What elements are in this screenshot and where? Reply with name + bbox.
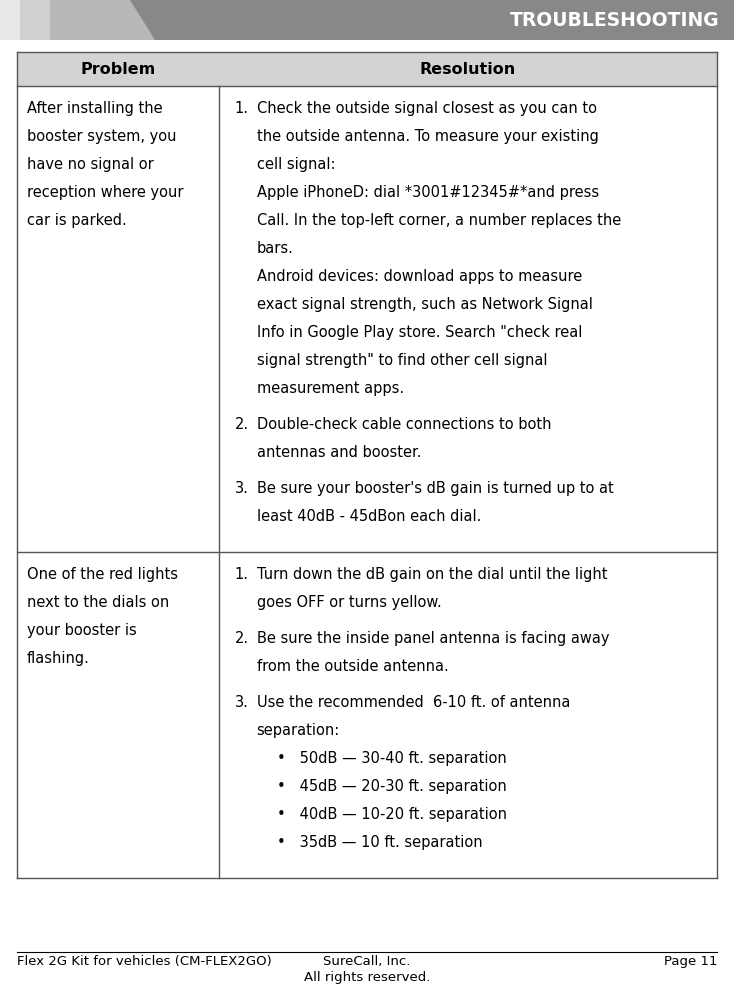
Text: cell signal:: cell signal:	[257, 157, 335, 172]
Polygon shape	[50, 0, 155, 40]
Text: •   40dB — 10-20 ft. separation: • 40dB — 10-20 ft. separation	[277, 807, 506, 822]
Text: goes OFF or turns yellow.: goes OFF or turns yellow.	[257, 595, 441, 610]
Text: All rights reserved.: All rights reserved.	[304, 971, 430, 984]
Text: next to the dials on: next to the dials on	[27, 595, 170, 610]
Text: signal strength" to find other cell signal: signal strength" to find other cell sign…	[257, 353, 547, 368]
Text: 3.: 3.	[235, 481, 249, 496]
Text: Page 11: Page 11	[664, 955, 717, 968]
Text: Turn down the dB gain on the dial until the light: Turn down the dB gain on the dial until …	[257, 567, 607, 582]
Text: least 40dB - 45dBon each dial.: least 40dB - 45dBon each dial.	[257, 509, 481, 524]
Text: separation:: separation:	[257, 723, 340, 738]
Text: car is parked.: car is parked.	[27, 213, 127, 228]
Bar	[0, 0, 734, 40]
Text: Flex 2G Kit for vehicles (CM-FLEX2GO): Flex 2G Kit for vehicles (CM-FLEX2GO)	[17, 955, 272, 968]
Text: One of the red lights: One of the red lights	[27, 567, 178, 582]
Text: Info in Google Play store. Search "check real: Info in Google Play store. Search "check…	[257, 325, 582, 340]
Text: Android devices: download apps to measure: Android devices: download apps to measur…	[257, 269, 582, 284]
Text: SureCall, Inc.: SureCall, Inc.	[323, 955, 411, 968]
Text: from the outside antenna.: from the outside antenna.	[257, 659, 448, 674]
Text: exact signal strength, such as Network Signal: exact signal strength, such as Network S…	[257, 297, 592, 312]
Text: have no signal or: have no signal or	[27, 157, 153, 172]
Text: Problem: Problem	[80, 62, 156, 77]
Bar	[17, 552, 717, 878]
Bar	[17, 52, 717, 86]
Text: TROUBLESHOOTING: TROUBLESHOOTING	[510, 11, 720, 30]
Text: •   45dB — 20-30 ft. separation: • 45dB — 20-30 ft. separation	[277, 779, 506, 794]
Text: reception where your: reception where your	[27, 185, 183, 200]
Text: Be sure your booster's dB gain is turned up to at: Be sure your booster's dB gain is turned…	[257, 481, 614, 496]
Text: Use the recommended  6-10 ft. of antenna: Use the recommended 6-10 ft. of antenna	[257, 695, 570, 710]
Text: 3.: 3.	[235, 695, 249, 710]
Text: Check the outside signal closest as you can to: Check the outside signal closest as you …	[257, 101, 597, 116]
Text: antennas and booster.: antennas and booster.	[257, 445, 421, 460]
Text: 2.: 2.	[235, 631, 249, 646]
Text: the outside antenna. To measure your existing: the outside antenna. To measure your exi…	[257, 129, 598, 144]
Text: •   50dB — 30-40 ft. separation: • 50dB — 30-40 ft. separation	[277, 751, 506, 766]
Text: booster system, you: booster system, you	[27, 129, 176, 144]
Text: 1.: 1.	[235, 101, 249, 116]
Bar	[17, 86, 717, 552]
Text: Double-check cable connections to both: Double-check cable connections to both	[257, 417, 551, 432]
Text: 1.: 1.	[235, 567, 249, 582]
Polygon shape	[0, 0, 90, 40]
Text: Call. In the top-left corner, a number replaces the: Call. In the top-left corner, a number r…	[257, 213, 621, 228]
Text: your booster is: your booster is	[27, 623, 137, 638]
Polygon shape	[20, 0, 120, 40]
Text: Resolution: Resolution	[420, 62, 516, 77]
Text: After installing the: After installing the	[27, 101, 163, 116]
Text: 2.: 2.	[235, 417, 249, 432]
Text: Be sure the inside panel antenna is facing away: Be sure the inside panel antenna is faci…	[257, 631, 609, 646]
Text: bars.: bars.	[257, 241, 294, 256]
Text: measurement apps.: measurement apps.	[257, 381, 404, 396]
Text: Apple iPhoneD: dial *3001#12345#*and press: Apple iPhoneD: dial *3001#12345#*and pre…	[257, 185, 599, 200]
Text: flashing.: flashing.	[27, 651, 90, 666]
Text: •   35dB — 10 ft. separation: • 35dB — 10 ft. separation	[277, 835, 482, 850]
